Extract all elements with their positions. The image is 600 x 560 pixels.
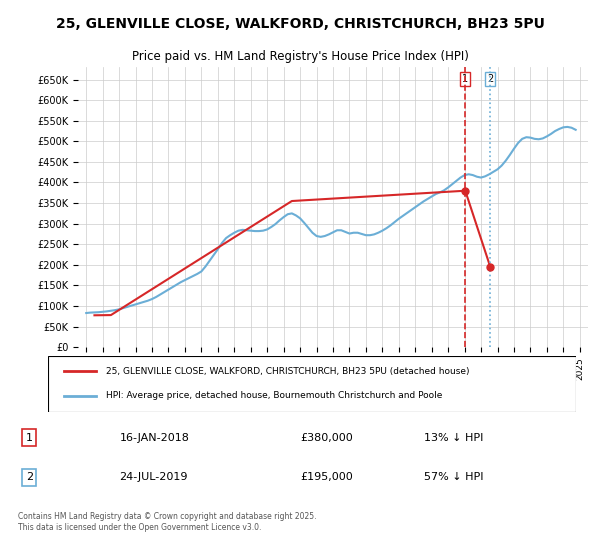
Text: £380,000: £380,000 bbox=[300, 432, 353, 442]
Text: £195,000: £195,000 bbox=[300, 472, 353, 482]
Text: 2: 2 bbox=[487, 74, 493, 84]
Text: 25, GLENVILLE CLOSE, WALKFORD, CHRISTCHURCH, BH23 5PU (detached house): 25, GLENVILLE CLOSE, WALKFORD, CHRISTCHU… bbox=[106, 367, 470, 376]
Text: Price paid vs. HM Land Registry's House Price Index (HPI): Price paid vs. HM Land Registry's House … bbox=[131, 50, 469, 63]
Text: 57% ↓ HPI: 57% ↓ HPI bbox=[424, 472, 484, 482]
FancyBboxPatch shape bbox=[48, 356, 576, 412]
Text: 16-JAN-2018: 16-JAN-2018 bbox=[119, 432, 190, 442]
Text: 2: 2 bbox=[26, 472, 33, 482]
Text: 25, GLENVILLE CLOSE, WALKFORD, CHRISTCHURCH, BH23 5PU: 25, GLENVILLE CLOSE, WALKFORD, CHRISTCHU… bbox=[56, 17, 544, 31]
Text: 24-JUL-2019: 24-JUL-2019 bbox=[119, 472, 188, 482]
Text: HPI: Average price, detached house, Bournemouth Christchurch and Poole: HPI: Average price, detached house, Bour… bbox=[106, 391, 442, 400]
Text: 13% ↓ HPI: 13% ↓ HPI bbox=[424, 432, 484, 442]
Text: 1: 1 bbox=[462, 74, 469, 84]
Text: Contains HM Land Registry data © Crown copyright and database right 2025.
This d: Contains HM Land Registry data © Crown c… bbox=[18, 512, 317, 531]
Text: 1: 1 bbox=[26, 432, 33, 442]
